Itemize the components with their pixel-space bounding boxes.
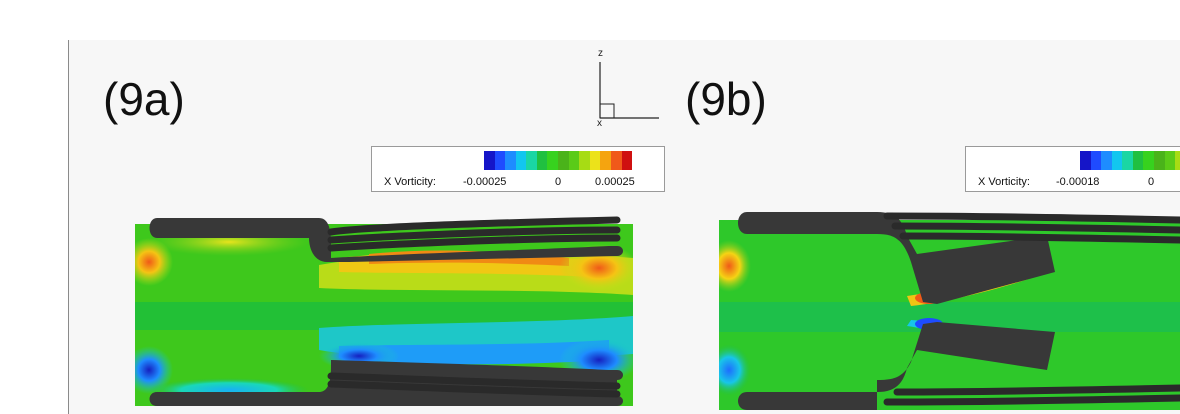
colorbar-swatch: [621, 151, 633, 170]
colorbar-swatch: [547, 151, 559, 170]
colorbar-swatch: [1143, 151, 1155, 170]
vorticity-legend: X Vorticity: -0.00025 0 0.00025: [371, 146, 665, 192]
legend-title: X Vorticity:: [978, 176, 1030, 188]
legend-min: -0.00025: [463, 176, 507, 188]
panel-label: (9a): [103, 73, 185, 125]
colorbar: [484, 151, 633, 170]
panel-label: (9b): [685, 73, 767, 125]
legend-max: 0.00025: [595, 176, 635, 188]
x-axis-label: x: [597, 118, 602, 129]
colorbar-swatch: [558, 151, 569, 170]
colorbar-swatch: [1111, 151, 1123, 170]
panel-9b: (9b) X Vorticity: -0.00018 0: [667, 40, 1180, 414]
colorbar-swatch: [1164, 151, 1176, 170]
colorbar-swatch: [484, 151, 495, 170]
vorticity-legend: X Vorticity: -0.00018 0: [965, 146, 1180, 192]
z-axis-label: z: [598, 48, 603, 59]
colorbar-swatch: [1090, 151, 1102, 170]
colorbar-swatch: [1101, 151, 1112, 170]
colorbar-swatch: [526, 151, 537, 170]
colorbar-swatch: [1080, 151, 1091, 170]
legend-title: X Vorticity:: [384, 176, 436, 188]
colorbar-swatch: [568, 151, 580, 170]
colorbar-swatch: [515, 151, 527, 170]
colorbar-swatch: [600, 151, 611, 170]
colorbar-swatch: [589, 151, 601, 170]
vorticity-contour-plot-9a: [135, 216, 633, 406]
legend-mid: 0: [1148, 176, 1155, 188]
colorbar-swatch: [505, 151, 516, 170]
colorbar-swatch: [579, 151, 590, 170]
colorbar-swatch: [494, 151, 506, 170]
legend-min: -0.00018: [1056, 176, 1100, 188]
panel-9a: (9a) z x X Vorticity: -0.00025 0 0.00025: [68, 40, 668, 414]
axis-triad: z x: [597, 48, 659, 129]
colorbar-swatch: [1154, 151, 1165, 170]
legend-mid: 0: [555, 176, 562, 188]
colorbar-swatch: [610, 151, 622, 170]
colorbar-swatch: [1175, 151, 1180, 170]
colorbar: [1080, 151, 1180, 170]
vorticity-contour-plot-9b: [719, 212, 1180, 410]
colorbar-swatch: [536, 151, 548, 170]
colorbar-swatch: [1122, 151, 1133, 170]
colorbar-swatch: [1132, 151, 1144, 170]
